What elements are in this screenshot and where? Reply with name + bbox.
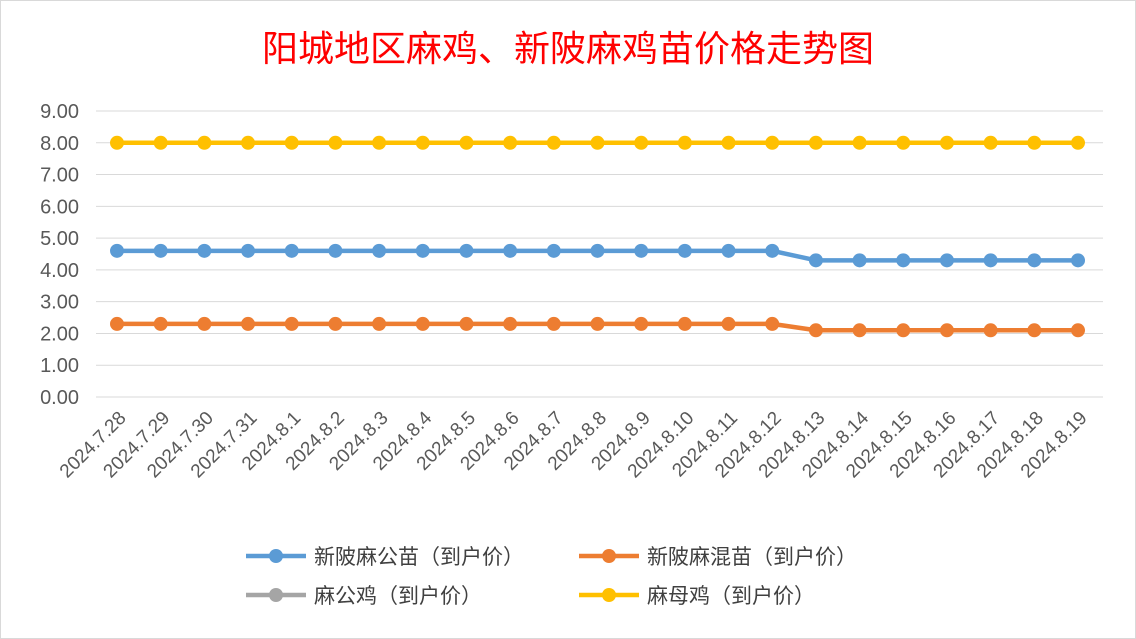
- data-point: [634, 316, 649, 331]
- data-point: [415, 243, 430, 258]
- data-point: [459, 316, 474, 331]
- series-3: [110, 135, 1085, 150]
- data-point: [852, 253, 867, 268]
- legend-marker: [269, 588, 283, 602]
- data-point: [896, 253, 911, 268]
- data-point: [808, 253, 823, 268]
- data-point: [721, 135, 736, 150]
- data-point: [459, 135, 474, 150]
- data-point: [372, 243, 387, 258]
- data-point: [983, 323, 998, 338]
- data-point: [110, 316, 124, 331]
- data-point: [590, 316, 605, 331]
- data-point: [197, 316, 212, 331]
- data-point: [808, 135, 823, 150]
- data-point: [677, 243, 692, 258]
- legend-entry: 麻母鸡（到户价）: [579, 584, 815, 608]
- data-point: [241, 243, 256, 258]
- data-point: [590, 243, 605, 258]
- legend-label: 麻公鸡（到户价）: [314, 584, 482, 608]
- data-point: [765, 316, 780, 331]
- data-point: [546, 135, 561, 150]
- data-point: [896, 323, 911, 338]
- data-point: [415, 135, 430, 150]
- data-point: [546, 316, 561, 331]
- data-point: [590, 135, 605, 150]
- data-point: [284, 316, 299, 331]
- data-point: [939, 135, 954, 150]
- data-point: [634, 243, 649, 258]
- data-point: [765, 135, 780, 150]
- data-point: [634, 135, 649, 150]
- data-point: [677, 135, 692, 150]
- data-point: [546, 243, 561, 258]
- y-tick-label: 3.00: [40, 292, 79, 314]
- data-point: [1071, 135, 1085, 150]
- y-tick-label: 1.00: [40, 355, 79, 377]
- y-tick-label: 6.00: [40, 196, 79, 218]
- data-point: [372, 316, 387, 331]
- data-point: [808, 323, 823, 338]
- data-point: [1027, 253, 1042, 268]
- data-point: [1027, 323, 1042, 338]
- series-1: [110, 316, 1085, 338]
- data-point: [939, 323, 954, 338]
- chart-title: 阳城地区麻鸡、新陂麻鸡苗价格走势图: [262, 29, 874, 70]
- legend-entry: 麻公鸡（到户价）: [246, 584, 482, 608]
- data-point: [284, 135, 299, 150]
- data-point: [241, 316, 256, 331]
- data-point: [721, 243, 736, 258]
- data-point: [983, 135, 998, 150]
- y-tick-label: 7.00: [40, 165, 79, 187]
- legend-entry: 新陂麻混苗（到户价）: [579, 545, 857, 569]
- y-tick-label: 2.00: [40, 323, 79, 345]
- legend-marker: [269, 549, 283, 563]
- legend-marker: [602, 588, 616, 602]
- data-point: [328, 316, 343, 331]
- data-point: [153, 243, 168, 258]
- y-tick-label: 9.00: [40, 101, 79, 123]
- data-point: [372, 135, 387, 150]
- data-point: [677, 316, 692, 331]
- data-point: [852, 323, 867, 338]
- data-point: [1027, 135, 1042, 150]
- legend-entry: 新陂麻公苗（到户价）: [246, 545, 524, 569]
- y-tick-label: 4.00: [40, 260, 79, 282]
- data-point: [459, 243, 474, 258]
- data-point: [983, 253, 998, 268]
- data-point: [110, 135, 124, 150]
- data-point: [153, 316, 168, 331]
- data-point: [197, 135, 212, 150]
- data-point: [852, 135, 867, 150]
- data-point: [896, 135, 911, 150]
- data-point: [153, 135, 168, 150]
- y-tick-label: 0.00: [40, 387, 79, 409]
- data-point: [110, 243, 124, 258]
- legend-label: 新陂麻混苗（到户价）: [647, 545, 857, 569]
- series-0: [110, 243, 1085, 268]
- data-point: [415, 316, 430, 331]
- data-point: [328, 243, 343, 258]
- data-point: [197, 243, 212, 258]
- legend-label: 新陂麻公苗（到户价）: [314, 545, 524, 569]
- data-point: [721, 316, 736, 331]
- data-point: [284, 243, 299, 258]
- data-point: [503, 316, 518, 331]
- data-point: [328, 135, 343, 150]
- y-tick-label: 5.00: [40, 228, 79, 250]
- legend-label: 麻母鸡（到户价）: [647, 584, 815, 608]
- data-point: [503, 135, 518, 150]
- data-point: [1071, 253, 1085, 268]
- data-point: [939, 253, 954, 268]
- data-point: [1071, 323, 1085, 338]
- data-point: [765, 243, 780, 258]
- y-tick-label: 8.00: [40, 133, 79, 155]
- legend-marker: [602, 549, 616, 563]
- data-point: [241, 135, 256, 150]
- data-point: [503, 243, 518, 258]
